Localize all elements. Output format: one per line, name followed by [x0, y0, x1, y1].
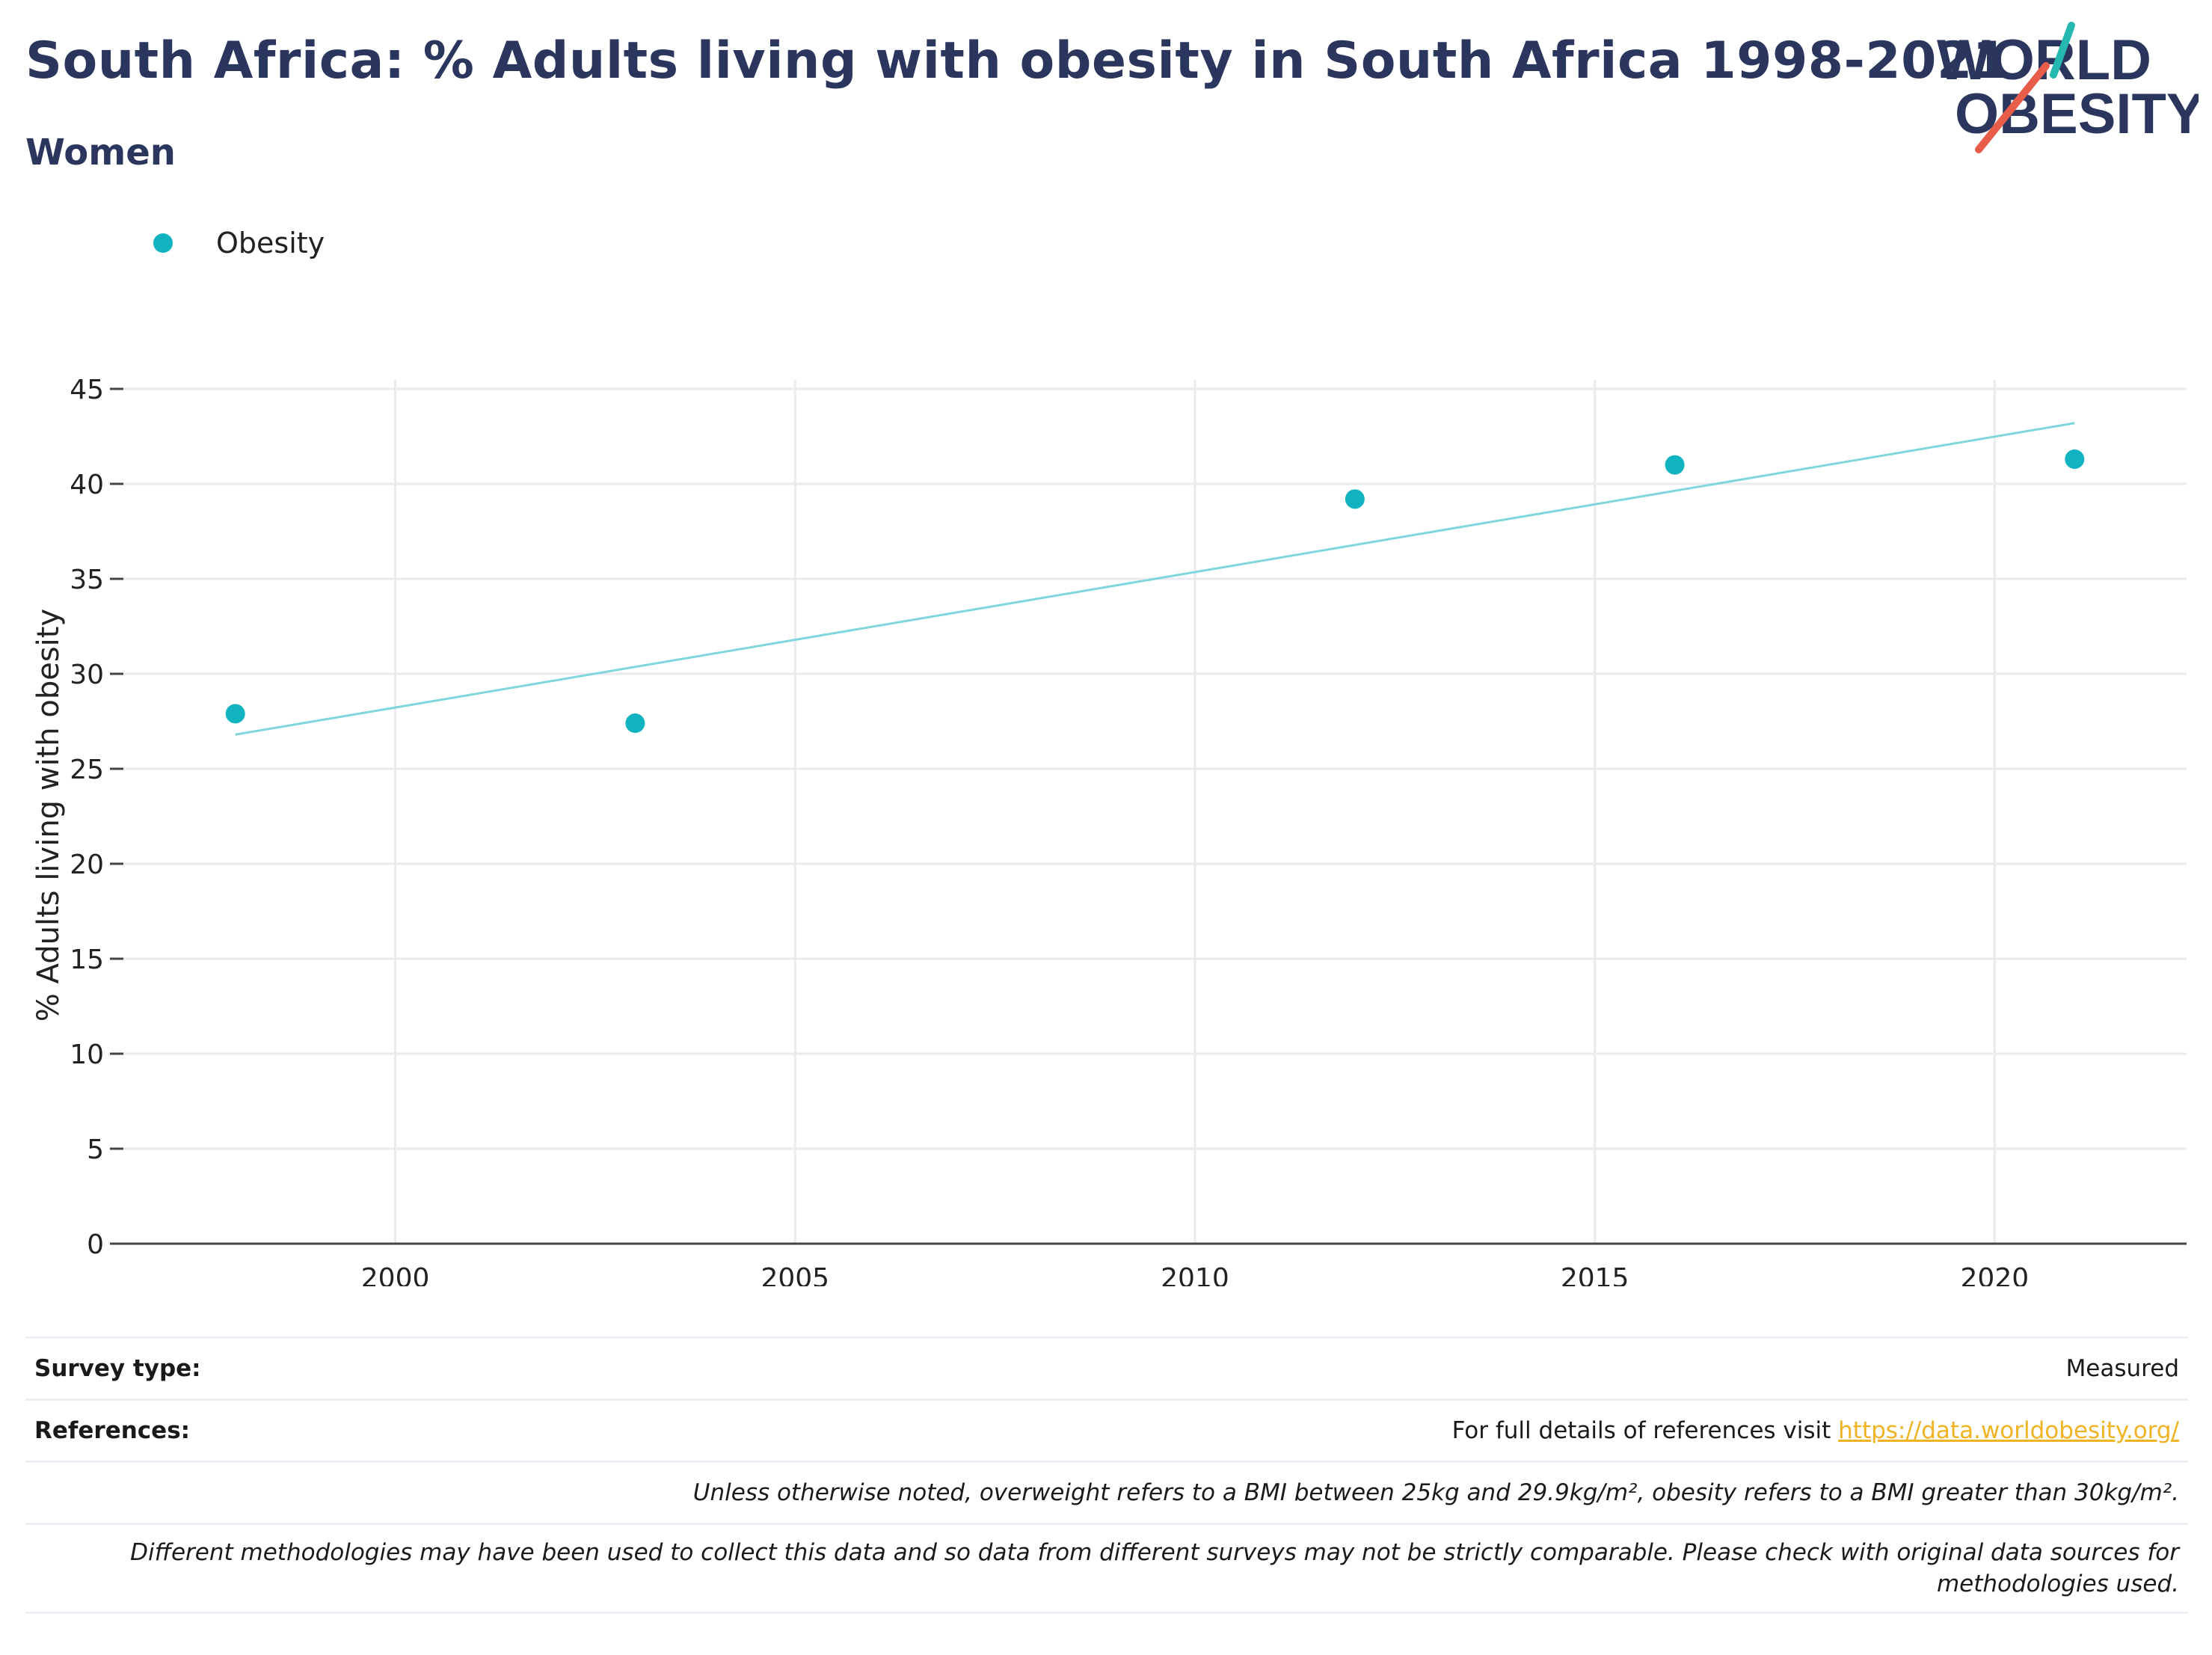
grid-lines — [123, 380, 2187, 1244]
references-label: References: — [34, 1417, 191, 1444]
y-tick-label: 20 — [70, 850, 104, 880]
footer-table: Survey type: Measured References: For fu… — [25, 1336, 2188, 1614]
data-point — [1345, 489, 1365, 509]
legend-marker-obesity — [153, 233, 173, 253]
y-tick-label: 35 — [70, 565, 104, 595]
trendline-group — [235, 422, 2075, 736]
trendline — [235, 422, 2075, 736]
footer-row-survey-type: Survey type: Measured — [25, 1336, 2188, 1398]
scatter-chart: 0 5 10 15 20 25 30 35 40 45 2000 2005 2010 2015 2020 %… — [31, 375, 2187, 1286]
data-point — [1665, 455, 1685, 475]
data-point — [225, 704, 245, 724]
references-value: For full details of references visit htt… — [1452, 1417, 2188, 1444]
methodology-note: Different methodologies may have been us… — [130, 1525, 2188, 1612]
x-tick-label: 2020 — [1961, 1263, 2030, 1286]
logo-slash-red — [1975, 62, 2050, 153]
chart-subtitle: Women — [25, 132, 176, 174]
logo-line1: WORLD — [1937, 28, 2151, 92]
survey-type-value: Measured — [2065, 1355, 2179, 1382]
chart-title: South Africa: % Adults living with obesi… — [25, 31, 2009, 90]
references-text: For full details of references visit — [1451, 1417, 1839, 1444]
y-tick-label: 25 — [70, 755, 104, 785]
footer-row-note2: Different methodologies may have been us… — [25, 1523, 2188, 1614]
axes: 0 5 10 15 20 25 30 35 40 45 2000 2005 2010 2015 2020 — [70, 375, 2187, 1286]
survey-type-label: Survey type: — [34, 1355, 201, 1382]
data-point — [625, 713, 645, 734]
y-tick-label: 45 — [70, 375, 104, 405]
y-tick-label: 0 — [87, 1229, 104, 1260]
legend-label-obesity: Obesity — [216, 227, 325, 260]
methodology-note-line2: methodologies used. — [1936, 1570, 2179, 1597]
y-tick-label: 15 — [70, 945, 104, 975]
x-tick-label: 2015 — [1561, 1263, 1629, 1286]
x-tick-label: 2000 — [361, 1263, 430, 1286]
y-axis-label: % Adults living with obesity — [31, 609, 66, 1022]
legend: Obesity — [153, 224, 325, 262]
logo-line2: OBESITY — [1955, 82, 2199, 146]
references-link[interactable]: https://data.worldobesity.org/ — [1838, 1417, 2179, 1444]
footer-row-references: References: For full details of referenc… — [25, 1398, 2188, 1461]
bmi-definition-note: Unless otherwise noted, overweight refer… — [692, 1479, 2179, 1506]
y-tick-label: 40 — [70, 470, 104, 500]
y-tick-label: 30 — [70, 660, 104, 690]
y-tick-label: 5 — [87, 1134, 104, 1165]
x-tick-label: 2005 — [761, 1263, 829, 1286]
data-points — [225, 449, 2085, 734]
logo-slash-teal — [2050, 22, 2075, 79]
data-point — [2065, 449, 2085, 469]
y-tick-label: 10 — [70, 1040, 104, 1070]
methodology-note-line1: Different methodologies may have been us… — [130, 1539, 2179, 1566]
footer-row-note1: Unless otherwise noted, overweight refer… — [25, 1461, 2188, 1523]
world-obesity-logo: WORLD OBESITY — [1937, 22, 2199, 153]
x-tick-label: 2010 — [1161, 1263, 1229, 1286]
